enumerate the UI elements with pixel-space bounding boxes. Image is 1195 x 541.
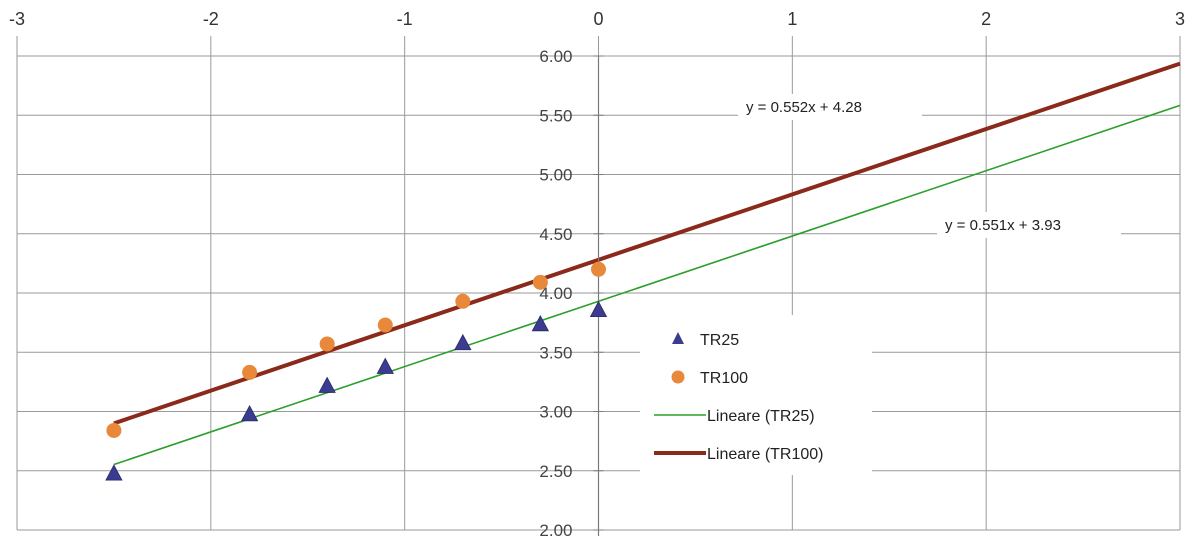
- y-tick-label: 2.00: [539, 521, 572, 540]
- tr100-point: [591, 261, 606, 277]
- x-tick-label: -2: [203, 9, 219, 29]
- trendline: [113, 61, 1181, 426]
- x-tick-label: -3: [9, 9, 25, 29]
- legend-label: Lineare (TR100): [707, 446, 824, 463]
- tr25-point: [376, 357, 394, 374]
- trendline-equation: y = 0.551x + 3.93: [945, 217, 1061, 234]
- x-tick-label: 1: [787, 9, 797, 29]
- legend-marker-triangle: [672, 332, 684, 344]
- tr25-point: [531, 314, 550, 332]
- tr100-point: [242, 364, 258, 380]
- legend-label: TR25: [700, 332, 739, 349]
- tr25-point: [318, 376, 336, 393]
- legend-marker-circle: [671, 370, 685, 384]
- trendline: [113, 104, 1181, 466]
- x-tick-label: 2: [981, 9, 991, 29]
- y-tick-label: 4.00: [539, 284, 572, 303]
- y-tick-label: 5.50: [539, 106, 572, 125]
- trendline-equations: y = 0.552x + 4.28 y = 0.551x + 3.93: [738, 94, 1121, 238]
- x-tick-label: 0: [593, 9, 603, 29]
- x-axis-ticks: -3 -2 -1 0 1 2 3: [9, 9, 1185, 29]
- tr100-point: [455, 293, 471, 309]
- tr100-point: [532, 274, 548, 290]
- y-tick-label: 6.00: [539, 47, 572, 66]
- tr25-point: [454, 333, 472, 351]
- data-points: [105, 261, 608, 481]
- y-tick-label: 3.00: [539, 403, 572, 422]
- y-tick-label: 2.50: [539, 462, 572, 481]
- trendlines: [113, 61, 1181, 466]
- tr100-point: [106, 422, 122, 438]
- tr100-point: [319, 336, 335, 352]
- tr25-point: [240, 405, 259, 422]
- y-tick-label: 3.50: [539, 343, 572, 362]
- x-tick-label: 3: [1175, 9, 1185, 29]
- tr25-point: [589, 300, 608, 317]
- y-tick-label: 4.50: [539, 225, 572, 244]
- legend: TR25 TR100 Lineare (TR25) Lineare (TR100): [640, 315, 872, 475]
- y-axis: 2.00 2.50 3.00 3.50 4.00 4.50 5.00 5.50 6.00: [539, 47, 604, 540]
- legend-label: TR100: [700, 370, 748, 387]
- y-tick-label: 5.00: [539, 166, 572, 185]
- equation-background: [738, 94, 922, 120]
- x-tick-label: -1: [397, 9, 413, 29]
- tr100-point: [377, 317, 393, 333]
- trendline-equation: y = 0.552x + 4.28: [746, 99, 862, 116]
- tr25-point: [105, 464, 123, 481]
- legend-label: Lineare (TR25): [707, 408, 815, 425]
- equation-background: [937, 212, 1121, 238]
